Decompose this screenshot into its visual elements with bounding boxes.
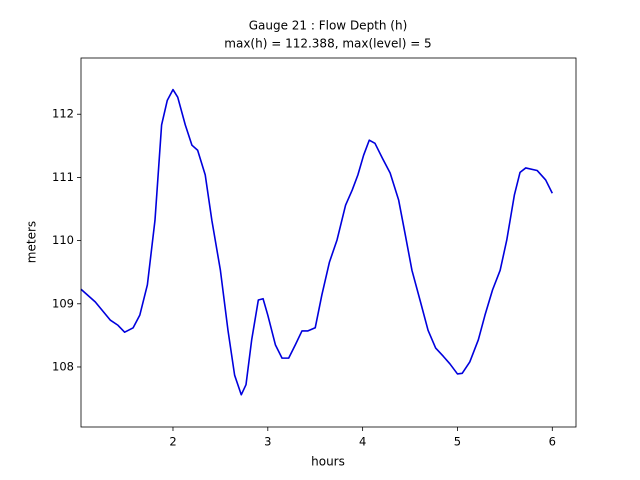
x-tick-label: 6 [549,435,556,449]
y-tick-label: 108 [52,359,74,373]
x-tick-label: 5 [454,435,461,449]
chart-subtitle: max(h) = 112.388, max(level) = 5 [224,37,431,51]
chart-title: Gauge 21 : Flow Depth (h) [249,19,408,33]
x-axis-label: hours [311,455,345,469]
data-line [80,88,554,396]
x-tick-label: 3 [264,435,271,449]
y-axis-label: meters [25,221,39,263]
y-tick-label: 110 [52,233,74,247]
x-tick-label: 2 [169,435,176,449]
x-tick-label: 4 [359,435,366,449]
y-tick-label: 109 [52,296,74,310]
y-tick-label: 111 [52,170,74,184]
y-tick-label: 112 [52,107,74,121]
plot-frame [80,57,577,428]
